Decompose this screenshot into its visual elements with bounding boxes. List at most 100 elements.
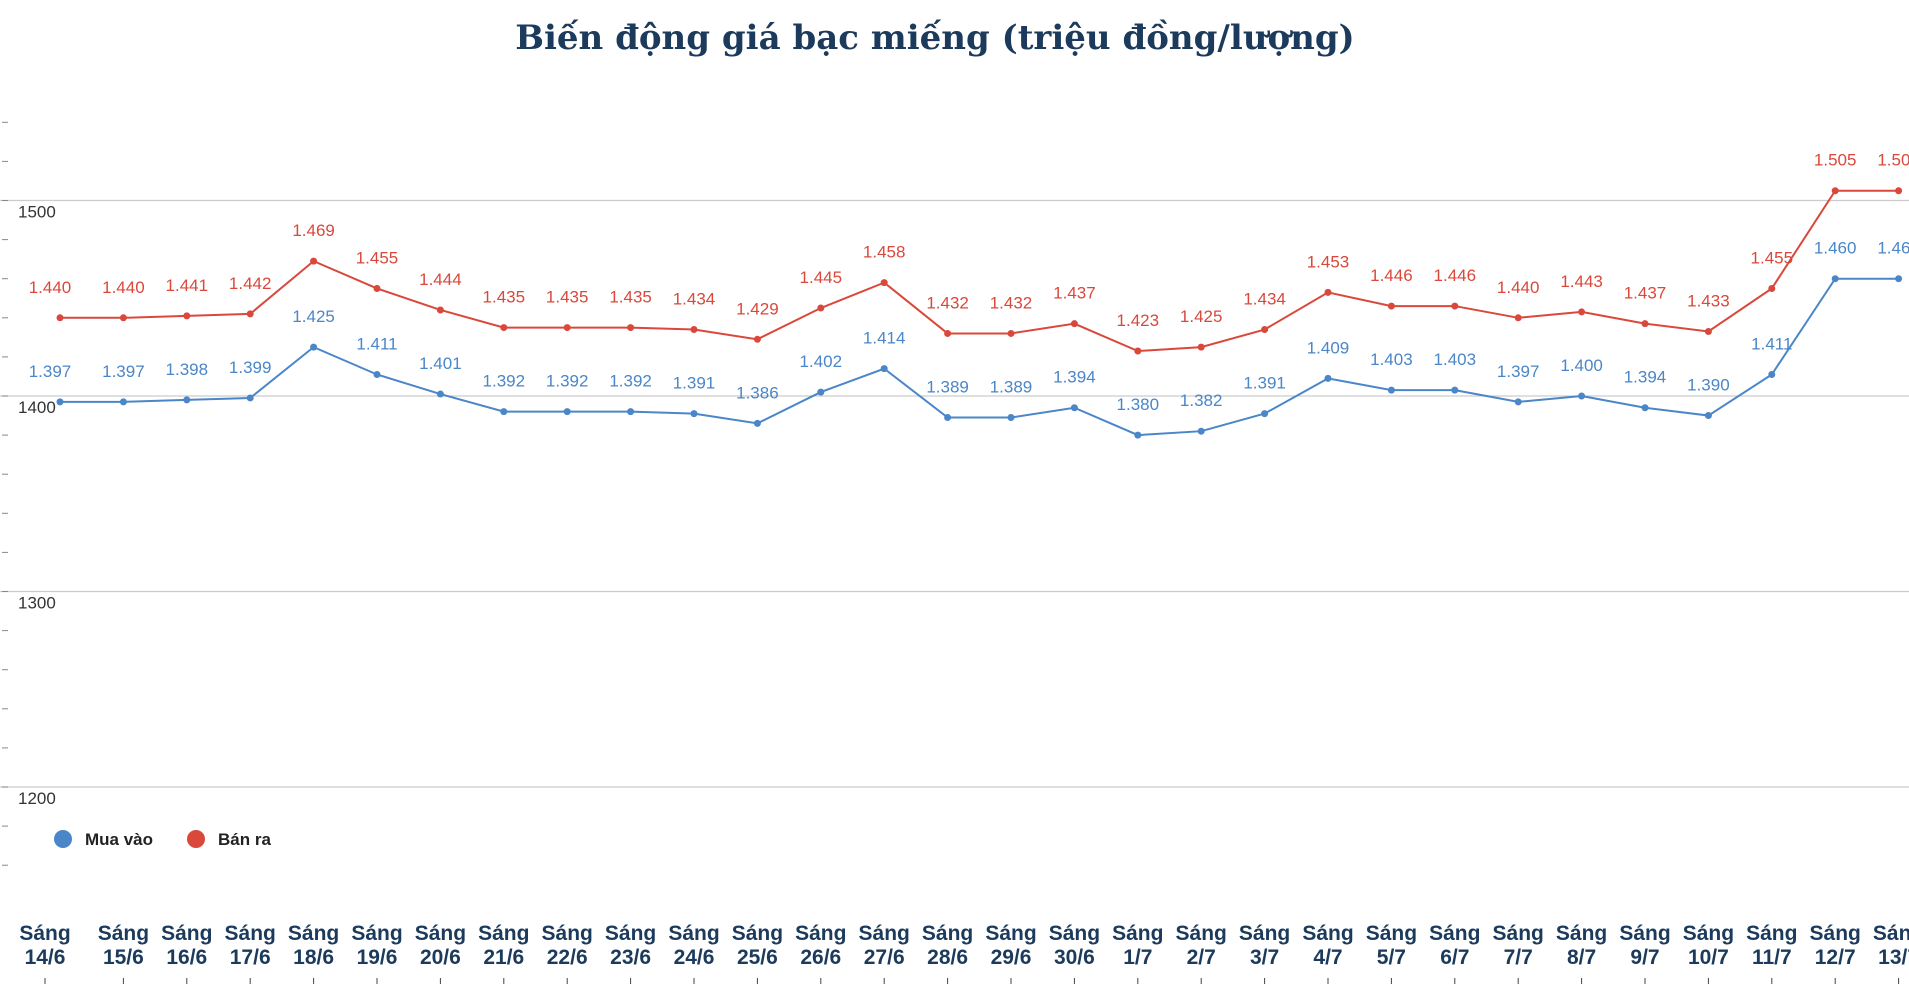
data-point bbox=[500, 324, 508, 332]
data-label: 1.400 bbox=[1560, 356, 1603, 375]
x-tick-label-line1: Sáng bbox=[732, 922, 783, 945]
data-point bbox=[817, 388, 825, 396]
x-tick-label-line1: Sáng bbox=[1556, 922, 1607, 945]
data-label: 1.460 bbox=[1814, 239, 1857, 258]
data-label: 1.435 bbox=[609, 288, 652, 307]
data-label: 1.386 bbox=[736, 383, 779, 402]
x-tick-label-line1: Sáng bbox=[1873, 922, 1909, 945]
x-tick-label-line2: 30/6 bbox=[1054, 946, 1095, 969]
data-label: 1.409 bbox=[1307, 338, 1350, 357]
data-label: 1.401 bbox=[419, 354, 462, 373]
data-label: 1.382 bbox=[1180, 391, 1223, 410]
data-point bbox=[1261, 410, 1269, 418]
data-label: 1.398 bbox=[166, 360, 209, 379]
data-label: 1.394 bbox=[1624, 368, 1667, 387]
data-label: 1.446 bbox=[1370, 266, 1413, 285]
x-tick-label-line2: 28/6 bbox=[927, 946, 968, 969]
x-tick-label-line1: Sáng bbox=[98, 922, 149, 945]
x-tick-label-line2: 12/7 bbox=[1815, 946, 1856, 969]
series-line-ban-ra bbox=[60, 189, 1899, 353]
data-label: 1.434 bbox=[673, 290, 716, 309]
x-tick-label-line1: Sáng bbox=[1810, 922, 1861, 945]
data-point bbox=[1324, 374, 1332, 382]
x-tick-label-line2: 15/6 bbox=[103, 946, 144, 969]
data-point bbox=[500, 408, 508, 416]
data-point bbox=[1831, 187, 1839, 195]
data-point bbox=[183, 396, 191, 404]
data-point bbox=[1641, 320, 1649, 328]
x-tick-label-line1: Sáng bbox=[985, 922, 1036, 945]
data-label: 1.391 bbox=[673, 374, 716, 393]
data-label: 1.441 bbox=[166, 276, 209, 295]
x-tick-label-line1: Sáng bbox=[1493, 922, 1544, 945]
x-tick-label-line1: Sáng bbox=[1366, 922, 1417, 945]
x-tick-label-line2: 20/6 bbox=[420, 946, 461, 969]
data-label: 1.458 bbox=[863, 243, 906, 262]
x-tick-label-line1: Sáng bbox=[225, 922, 276, 945]
chart-title: Biến động giá bạc miếng (triệu đồng/lượn… bbox=[515, 18, 1355, 58]
data-point bbox=[627, 324, 635, 332]
data-point bbox=[119, 398, 127, 406]
data-label: 1.444 bbox=[419, 270, 462, 289]
x-tick-label-line1: Sáng bbox=[415, 922, 466, 945]
x-tick-label-line2: 5/7 bbox=[1377, 946, 1406, 969]
data-label: 1.455 bbox=[356, 248, 399, 267]
data-point bbox=[1070, 404, 1078, 412]
x-tick-label-line2: 2/7 bbox=[1187, 946, 1216, 969]
data-label: 1.380 bbox=[1117, 395, 1160, 414]
data-point bbox=[690, 410, 698, 418]
x-tick-label-line1: Sáng bbox=[1049, 922, 1100, 945]
x-tick-label-line1: Sáng bbox=[1683, 922, 1734, 945]
series-layer bbox=[56, 187, 1903, 439]
data-label: 1.435 bbox=[483, 288, 526, 307]
x-tick-label-line2: 27/6 bbox=[864, 946, 905, 969]
x-tick-label-line2: 7/7 bbox=[1504, 946, 1533, 969]
data-point bbox=[183, 312, 191, 320]
legend-marker-ban-ra bbox=[187, 830, 205, 848]
x-tick-label-line2: 18/6 bbox=[293, 946, 334, 969]
data-label: 1.446 bbox=[1434, 266, 1477, 285]
data-label: 1.425 bbox=[292, 307, 335, 326]
data-point bbox=[1704, 412, 1712, 420]
legend-marker-mua-vao bbox=[54, 830, 72, 848]
data-label: 1.394 bbox=[1053, 368, 1096, 387]
y-tick-label-1400: 1400 bbox=[18, 398, 56, 417]
data-point bbox=[373, 370, 381, 378]
data-point bbox=[1134, 347, 1142, 355]
legend: Mua vào Bán ra bbox=[54, 830, 271, 849]
data-label: 1.505 bbox=[1814, 151, 1857, 170]
data-point bbox=[1007, 329, 1015, 337]
data-point bbox=[690, 326, 698, 334]
x-tick-label-line1: Sáng bbox=[161, 922, 212, 945]
data-label: 1.389 bbox=[926, 378, 969, 397]
data-label: 1.392 bbox=[483, 372, 526, 391]
y-tick-label-1200: 1200 bbox=[18, 789, 56, 808]
data-point bbox=[1197, 427, 1205, 435]
x-tick-label-line2: 22/6 bbox=[547, 946, 588, 969]
data-point bbox=[563, 408, 571, 416]
data-label: 1.432 bbox=[926, 293, 969, 312]
data-point bbox=[1768, 284, 1776, 292]
x-tick-label-line1: Sáng bbox=[605, 922, 656, 945]
data-label: 1.437 bbox=[1624, 284, 1667, 303]
axis-layer: 1200130014001500Sáng14/6Sáng15/6Sáng16/6… bbox=[2, 121, 1909, 984]
x-tick-label-line2: 17/6 bbox=[230, 946, 271, 969]
y-tick-label-1500: 1500 bbox=[18, 203, 56, 222]
data-point bbox=[1387, 386, 1395, 394]
x-tick-label-line1: Sáng bbox=[1112, 922, 1163, 945]
x-tick-label-line2: 25/6 bbox=[737, 946, 778, 969]
x-tick-label-line1: Sáng bbox=[19, 922, 70, 945]
data-label: 1.392 bbox=[546, 372, 589, 391]
data-point bbox=[119, 314, 127, 322]
data-point bbox=[1831, 275, 1839, 283]
x-tick-label-line2: 13/7 bbox=[1878, 946, 1909, 969]
x-tick-label-line2: 23/6 bbox=[610, 946, 651, 969]
data-point bbox=[880, 365, 888, 373]
data-point bbox=[1514, 314, 1522, 322]
data-point bbox=[436, 390, 444, 398]
x-tick-label-line1: Sáng bbox=[1746, 922, 1797, 945]
data-label: 1.402 bbox=[800, 352, 843, 371]
x-tick-label-line2: 10/7 bbox=[1688, 946, 1729, 969]
